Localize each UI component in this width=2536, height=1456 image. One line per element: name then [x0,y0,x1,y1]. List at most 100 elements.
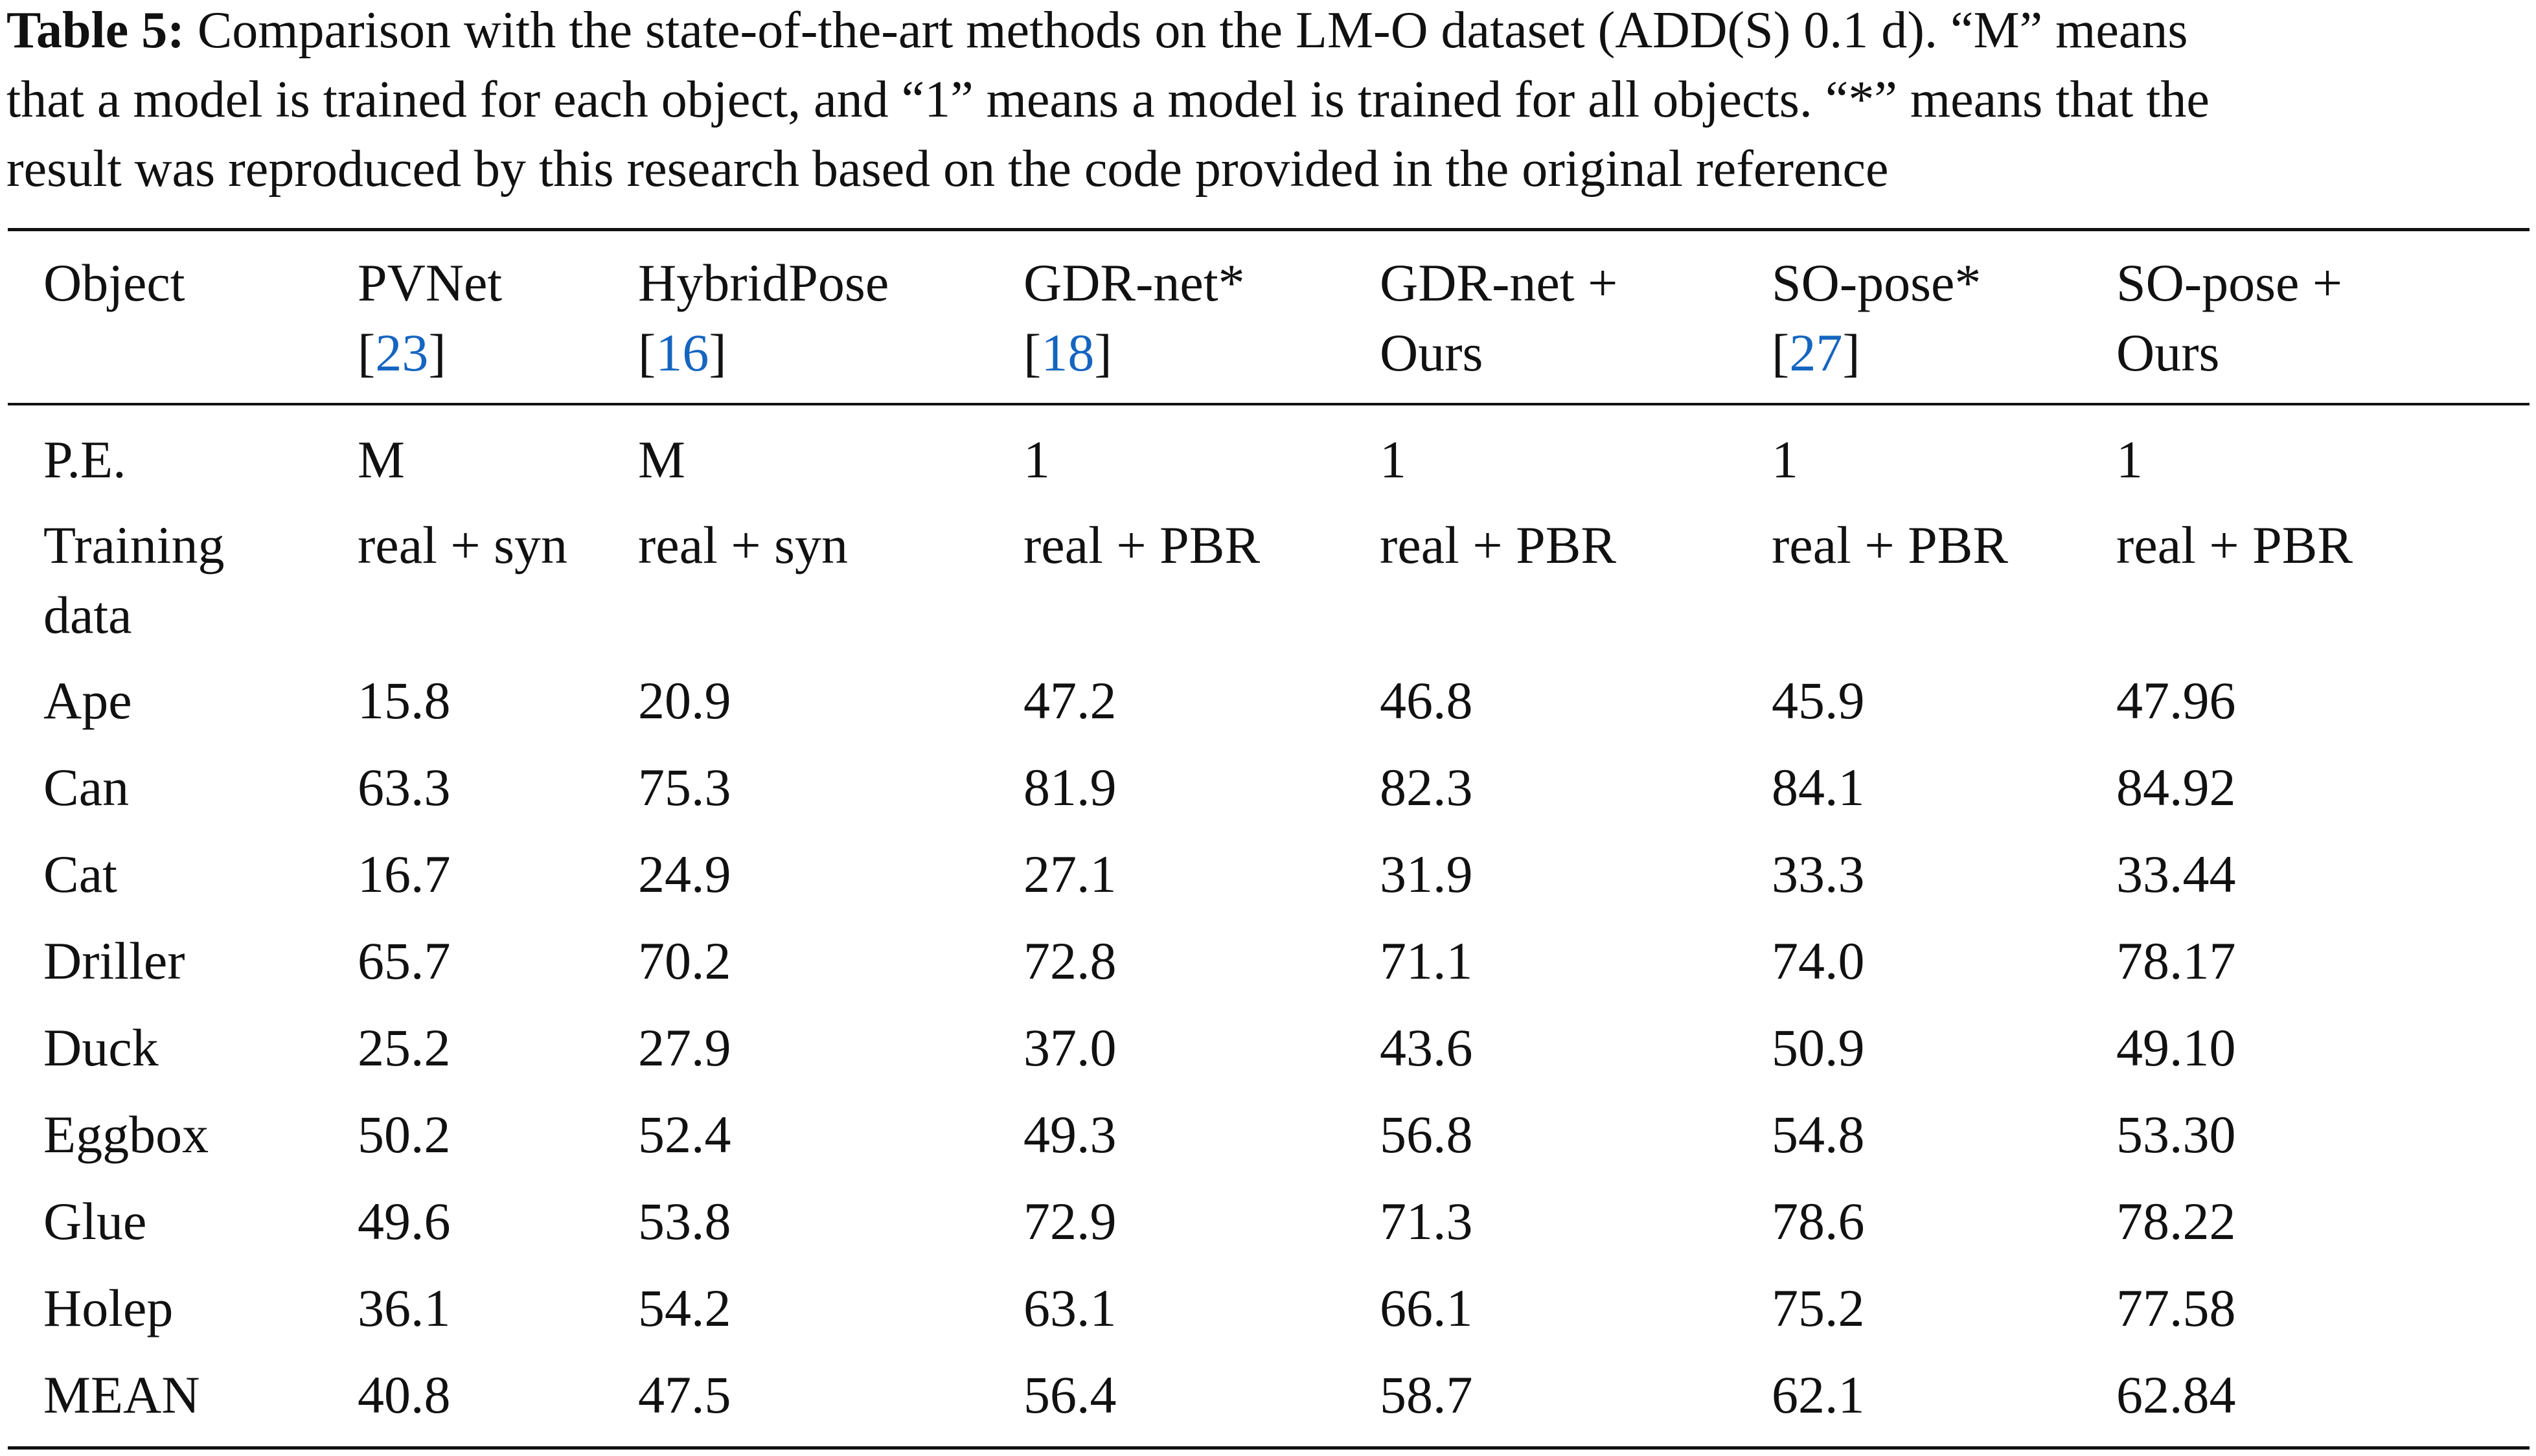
table-cell: 81.9 [1023,758,1117,817]
column-header: SO-pose + [2116,253,2343,312]
table-cell: 70.2 [638,931,731,990]
table-cell: real + PBR [1380,516,1617,574]
table-cell: real + syn [638,516,849,574]
row-label: Can [43,758,130,817]
table-cell: 33.3 [1772,845,1865,904]
caption-line-1: Table 5: Comparison with the state-of-th… [6,2,2188,59]
table-cell: 43.6 [1380,1018,1473,1077]
table-cell: real + PBR [2116,516,2353,574]
table-cell: 49.3 [1023,1105,1117,1164]
row-label: Training data [43,510,224,650]
table-cell: 37.0 [1023,1018,1117,1077]
row-label: Holep [43,1279,174,1337]
citation-link[interactable]: 27 [1772,323,1860,382]
table-cell: 58.7 [1380,1365,1473,1424]
table-cell: 20.9 [638,671,731,730]
row-label: MEAN [43,1365,200,1424]
table-cell: 46.8 [1380,671,1473,730]
column-header: PVNet [358,253,503,312]
table-cell: 54.8 [1772,1105,1865,1164]
table-cell: 27.9 [638,1018,731,1077]
column-header-line2: Ours [1380,323,1483,382]
citation-link[interactable]: 16 [638,323,727,382]
table-cell: M [638,430,685,489]
table-cell: 56.8 [1380,1105,1473,1164]
column-header: GDR-net + [1380,253,1618,312]
column-header-citation: 18 [1023,318,1112,388]
table-cell: 36.1 [358,1279,451,1337]
table-cell: 78.22 [2116,1192,2236,1251]
table-cell: 75.3 [638,758,731,817]
table-cell: 1 [1380,430,1406,489]
citation-link[interactable]: 23 [358,323,446,382]
table-cell: 16.7 [358,845,451,904]
table-cell: 52.4 [638,1105,731,1164]
table-cell: 62.1 [1772,1365,1865,1424]
row-label: Driller [43,931,185,990]
column-header-citation: 16 [638,318,727,388]
table-cell: 47.2 [1023,671,1117,730]
table-cell: 47.96 [2116,671,2236,730]
table-cell: 31.9 [1380,845,1473,904]
table-cell: 40.8 [358,1365,451,1424]
table-cell: 78.17 [2116,931,2236,990]
row-label: Cat [43,845,117,904]
table-cell: 66.1 [1380,1279,1473,1337]
table-caption: Table 5: Comparison with the state-of-th… [6,0,2533,204]
table-cell: 65.7 [358,931,451,990]
top-rule [8,228,2530,231]
citation-link[interactable]: 18 [1023,323,1112,382]
column-header-line2: Ours [2116,323,2220,382]
table-cell: 71.1 [1380,931,1473,990]
caption-line-3: result was reproduced by this research b… [6,141,1889,198]
table-cell: 47.5 [638,1365,731,1424]
column-header-citation: 27 [1772,318,1860,388]
table-cell: 82.3 [1380,758,1473,817]
column-header: GDR-net* [1023,253,1245,312]
table-cell: 77.58 [2116,1279,2236,1337]
table-cell: 75.2 [1772,1279,1865,1337]
table-cell: 1 [1023,430,1050,489]
table-cell: 1 [1772,430,1798,489]
table-cell: 27.1 [1023,845,1117,904]
table-cell: 71.3 [1380,1192,1473,1251]
table-cell: 53.30 [2116,1105,2236,1164]
column-header: Object [43,253,185,312]
table-cell: 15.8 [358,671,451,730]
table-cell: real + syn [358,516,568,574]
row-label: Ape [43,671,132,730]
table-cell: 1 [2116,430,2143,489]
column-header: SO-pose* [1772,253,1982,312]
table-cell: 45.9 [1772,671,1865,730]
row-label: Eggbox [43,1105,209,1164]
caption-label: Table 5: [6,2,185,59]
table-cell: 84.1 [1772,758,1865,817]
row-label: P.E. [43,430,126,489]
table-cell: 49.6 [358,1192,451,1251]
row-label: Glue [43,1192,147,1251]
table-cell: 63.3 [358,758,451,817]
table-cell: 24.9 [638,845,731,904]
table-cell: 50.9 [1772,1018,1865,1077]
header-rule [8,403,2530,405]
column-header: HybridPose [638,253,889,312]
row-label: Duck [43,1018,159,1077]
row-label-line: data [43,586,132,644]
table-cell: real + PBR [1772,516,2009,574]
table-cell: 74.0 [1772,931,1865,990]
table-cell: 78.6 [1772,1192,1865,1251]
caption-line-2: that a model is trained for each object,… [6,71,2210,128]
table-cell: 84.92 [2116,758,2236,817]
table-cell: 53.8 [638,1192,731,1251]
table-cell: real + PBR [1023,516,1261,574]
table-cell: 56.4 [1023,1365,1117,1424]
table-cell: 49.10 [2116,1018,2236,1077]
table-cell: 33.44 [2116,845,2236,904]
table-cell: 25.2 [358,1018,451,1077]
bottom-rule [8,1446,2530,1450]
table-cell: M [358,430,405,489]
table-cell: 63.1 [1023,1279,1117,1337]
table-cell: 54.2 [638,1279,731,1337]
row-label-line: Training [43,516,225,574]
table-cell: 62.84 [2116,1365,2236,1424]
